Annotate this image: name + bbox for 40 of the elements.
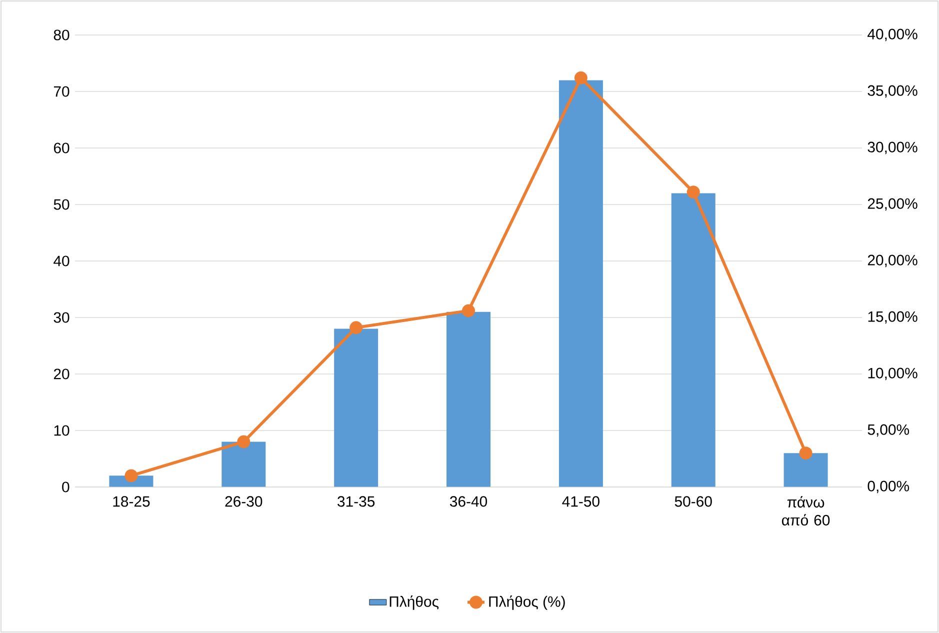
bar (222, 442, 266, 487)
x-tick-label: 41-50 (562, 496, 600, 507)
point (350, 321, 363, 334)
y-tick-label: 40 (54, 256, 70, 266)
point (799, 446, 812, 460)
bar (446, 312, 491, 487)
y-tick-label: 30 (54, 312, 70, 323)
y-tick-label: 0 (62, 482, 70, 492)
point (686, 186, 700, 199)
y2-tick-label: 0,00% (868, 480, 910, 494)
y2-tick-label: 10,00% (868, 368, 918, 380)
y2-tick-label: 30,00% (868, 142, 918, 154)
legend-label: Πλήθος (%) (489, 596, 565, 610)
x-tick-label: πάνω από 60 (782, 496, 830, 526)
x-tick-label: 31-35 (338, 496, 375, 507)
y2-tick-label: 20,00% (868, 254, 918, 268)
bar (334, 328, 378, 487)
point (574, 71, 588, 84)
bar (558, 80, 603, 487)
x-tick-label: 26-30 (225, 496, 262, 507)
y-tick-label: 60 (54, 142, 70, 154)
y-tick-label: 80 (54, 30, 70, 40)
bar (671, 193, 716, 487)
y2-tick-label: 5,00% (868, 424, 910, 437)
y-tick-label: 10 (54, 425, 70, 436)
point (124, 469, 138, 482)
y2-tick-label: 35,00% (868, 85, 918, 98)
y-tick-label: 20 (54, 368, 70, 380)
x-tick-label: 18-25 (113, 496, 150, 507)
y2-tick-label: 25,00% (868, 198, 918, 211)
point (237, 435, 250, 448)
legend-label: Πλήθος (390, 596, 439, 610)
x-tick-label: 36-40 (450, 496, 488, 507)
y-tick-label: 70 (54, 86, 70, 97)
y2-tick-label: 40,00% (868, 28, 918, 42)
bar (784, 453, 828, 487)
y2-tick-label: 15,00% (868, 311, 918, 324)
point (462, 304, 476, 318)
y-tick-label: 50 (54, 199, 70, 210)
x-tick-label: 50-60 (674, 496, 712, 507)
